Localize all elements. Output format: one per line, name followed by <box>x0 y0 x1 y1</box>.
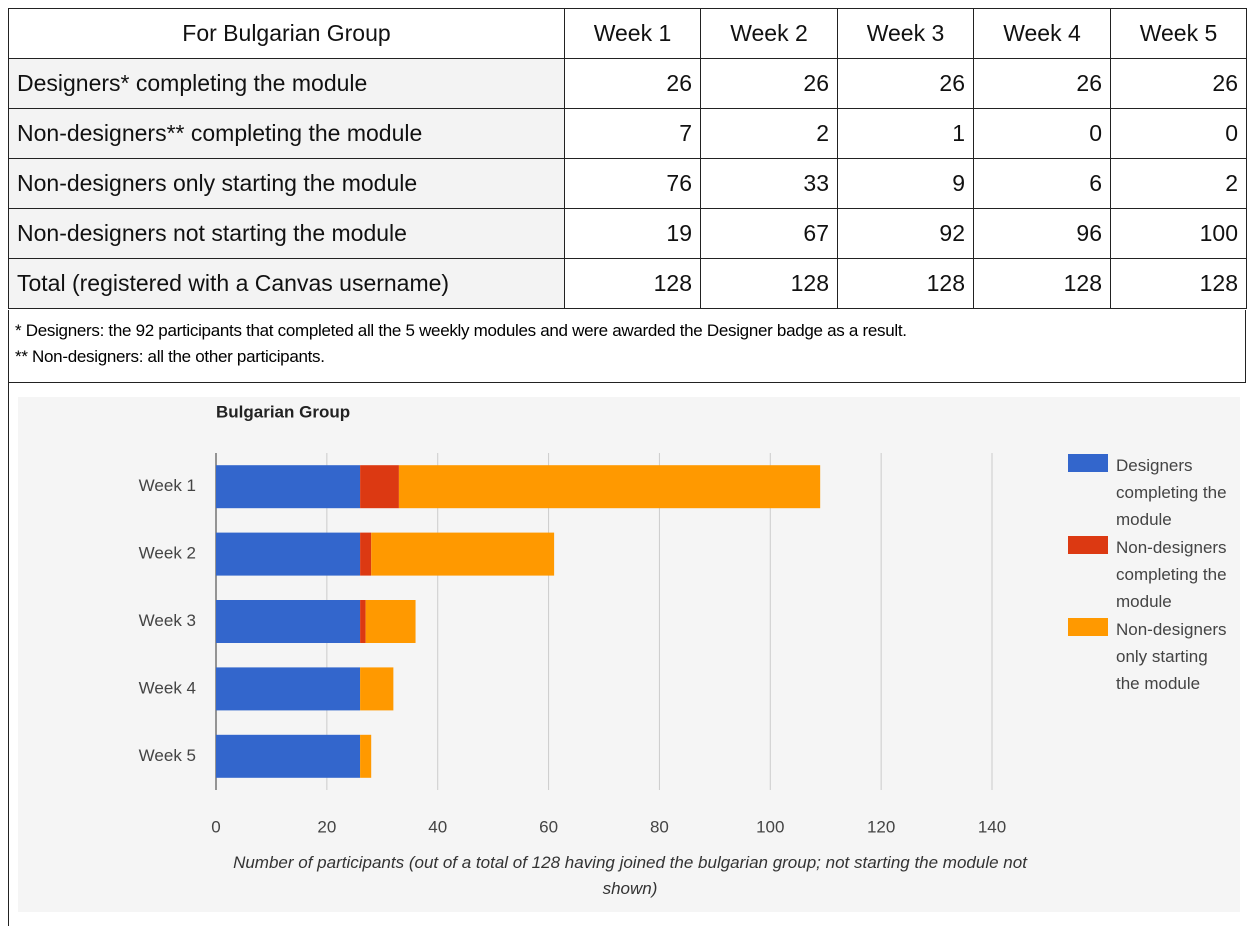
x-tick-label: 140 <box>978 817 1006 836</box>
table-row: Total (registered with a Canvas username… <box>8 258 1247 309</box>
bar-segment <box>365 600 416 643</box>
value-cell: 92 <box>837 208 974 259</box>
x-tick-label: 0 <box>211 817 220 836</box>
table-row: Non-designers not starting the module 19 6… <box>8 208 1247 259</box>
value-cell: 26 <box>1110 58 1247 109</box>
value-cell: 1 <box>837 108 974 159</box>
value-cell: 128 <box>973 258 1111 309</box>
value-cell: 26 <box>700 58 838 109</box>
value-cell: 128 <box>700 258 838 309</box>
legend-label: Non-designers only starting the module <box>1116 620 1227 693</box>
note: * Designers: the 92 participants that co… <box>15 321 907 340</box>
legend-swatch <box>1068 536 1108 554</box>
row-label: Total (registered with a Canvas username… <box>8 258 565 309</box>
legend-swatch <box>1068 454 1108 472</box>
bar-segment <box>371 532 555 576</box>
value-cell: 96 <box>973 208 1111 259</box>
value-cell: 128 <box>1110 258 1247 309</box>
bar-segment <box>360 734 372 778</box>
x-tick-label: 120 <box>867 817 895 836</box>
cell-border <box>8 383 9 926</box>
x-tick-label: 80 <box>650 817 669 836</box>
table-row: Non-designers only starting the module 76… <box>8 158 1247 209</box>
x-tick-label: 100 <box>756 817 784 836</box>
value-cell: 33 <box>700 158 838 209</box>
y-tick-label: Week 4 <box>139 678 196 697</box>
y-tick-label: Week 5 <box>139 746 196 765</box>
bar-segment <box>216 532 361 576</box>
bar-segment <box>360 600 366 643</box>
value-cell: 26 <box>837 58 974 109</box>
legend-swatch <box>1068 618 1108 636</box>
value-cell: 128 <box>564 258 701 309</box>
bar-segment <box>216 465 361 509</box>
bar-segment <box>360 465 399 509</box>
bar-segment <box>360 532 372 576</box>
value-cell: 26 <box>564 58 701 109</box>
x-axis-label: Number of participants (out of a total o… <box>233 853 1027 898</box>
header-cell: Week 1 <box>564 8 701 59</box>
note: ** Non-designers: all the other particip… <box>15 347 325 366</box>
value-cell: 0 <box>973 108 1111 159</box>
table-row: Designers* completing the module 26 26 26 26… <box>8 58 1247 109</box>
header-cell: Week 5 <box>1110 8 1247 59</box>
bar-segment <box>360 667 394 711</box>
value-cell: 9 <box>837 158 974 209</box>
y-tick-label: Week 1 <box>139 476 196 495</box>
header-cell: For Bulgarian Group <box>8 8 565 59</box>
x-tick-label: 40 <box>428 817 447 836</box>
value-cell: 67 <box>700 208 838 259</box>
bar-segment <box>216 734 361 778</box>
bar-segment <box>216 667 361 711</box>
x-tick-label: 20 <box>317 817 336 836</box>
legend-label: Non-designers completing the module <box>1116 538 1227 611</box>
value-cell: 0 <box>1110 108 1247 159</box>
notes: * Designers: the 92 participants that co… <box>8 310 1246 383</box>
chart-title: Bulgarian Group <box>216 402 350 421</box>
value-cell: 26 <box>973 58 1111 109</box>
y-tick-label: Week 2 <box>139 544 196 563</box>
y-tick-label: Week 3 <box>139 611 196 630</box>
header-cell: Week 2 <box>700 8 838 59</box>
value-cell: 7 <box>564 108 701 159</box>
row-label: Designers* completing the module <box>8 58 565 109</box>
legend-label: Designers completing the module <box>1116 456 1227 529</box>
x-tick-label: 60 <box>539 817 558 836</box>
data-table: For Bulgarian Group Week 1 Week 2 Week 3 Wee… <box>8 8 1247 309</box>
bar-segment <box>398 465 821 509</box>
row-label: Non-designers only starting the module <box>8 158 565 209</box>
bar-segment <box>216 600 361 643</box>
